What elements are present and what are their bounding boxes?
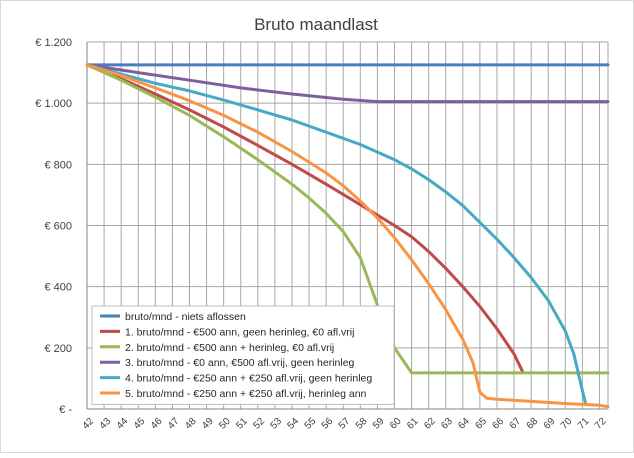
series-line-5 xyxy=(85,63,610,409)
legend-entry-1: 1. bruto/mnd - €500 ann, geen herinleg, … xyxy=(125,326,354,338)
y-tick-label: € 600 xyxy=(44,221,72,233)
y-tick-label: € 800 xyxy=(44,159,72,171)
series-lines xyxy=(85,63,610,409)
series-line-1 xyxy=(85,63,525,374)
y-tick-label: € 1.200 xyxy=(35,37,72,49)
legend-entry-0: bruto/mnd - niets aflossen xyxy=(125,311,246,323)
legend-entry-5: 5. bruto/mnd - €250 ann + €250 afl.vrij,… xyxy=(125,388,367,400)
legend-entry-2: 2. bruto/mnd - €500 ann + herinleg, €0 a… xyxy=(125,342,334,354)
y-tick-label: € - xyxy=(59,404,72,416)
chart-title: Bruto maandlast xyxy=(254,15,378,34)
y-tick-label: € 400 xyxy=(44,282,72,294)
series-line-3 xyxy=(85,63,610,104)
legend-entry-4: 4. bruto/mnd - €250 ann + €250 afl.vrij,… xyxy=(125,373,372,385)
legend-box xyxy=(91,305,395,405)
y-tick-label: € 1.000 xyxy=(35,98,72,110)
legend: bruto/mnd - niets aflossen 1. bruto/mnd -… xyxy=(91,305,395,405)
series-line-4 xyxy=(85,63,588,406)
y-tick-label: € 200 xyxy=(44,343,72,355)
legend-entry-3: 3. bruto/mnd - €0 ann, €500 afl.vrij, ge… xyxy=(125,357,355,369)
